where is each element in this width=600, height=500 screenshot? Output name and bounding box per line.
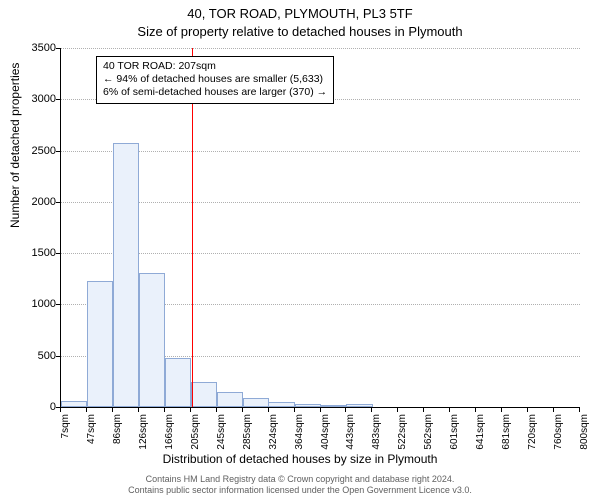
histogram-bar <box>87 281 113 407</box>
xtick-label: 324sqm <box>268 414 279 474</box>
xtick-mark <box>60 408 61 412</box>
ytick-label: 2500 <box>6 145 56 157</box>
ytick-label: 2000 <box>6 196 56 208</box>
histogram-bar <box>295 404 321 407</box>
xtick-mark <box>345 408 346 412</box>
histogram-bar <box>139 273 165 407</box>
xtick-label: 681sqm <box>501 414 512 474</box>
xtick-label: 285sqm <box>242 414 253 474</box>
xtick-mark <box>138 408 139 412</box>
ytick-mark <box>56 151 60 152</box>
ytick-label: 500 <box>6 350 56 362</box>
ytick-mark <box>56 202 60 203</box>
xtick-label: 86sqm <box>112 414 123 474</box>
xtick-mark <box>190 408 191 412</box>
ytick-label: 1500 <box>6 247 56 259</box>
xtick-label: 166sqm <box>164 414 175 474</box>
xtick-label: 562sqm <box>423 414 434 474</box>
ytick-mark <box>56 48 60 49</box>
info-box-line2: ← 94% of detached houses are smaller (5,… <box>103 73 327 86</box>
ytick-mark <box>56 304 60 305</box>
xtick-label: 522sqm <box>397 414 408 474</box>
ytick-label: 3500 <box>6 42 56 54</box>
xtick-label: 483sqm <box>371 414 382 474</box>
histogram-bar <box>113 143 139 407</box>
footer-line1: Contains HM Land Registry data © Crown c… <box>0 474 600 485</box>
histogram-bar <box>346 404 372 407</box>
histogram-bar <box>61 401 87 407</box>
xtick-label: 245sqm <box>216 414 227 474</box>
xtick-label: 800sqm <box>579 414 590 474</box>
xtick-mark <box>371 408 372 412</box>
page-title-line1: 40, TOR ROAD, PLYMOUTH, PL3 5TF <box>0 6 600 21</box>
xtick-mark <box>579 408 580 412</box>
xtick-label: 404sqm <box>320 414 331 474</box>
gridline <box>61 48 580 49</box>
xtick-label: 760sqm <box>553 414 564 474</box>
xtick-mark <box>216 408 217 412</box>
xtick-label: 7sqm <box>60 414 71 474</box>
info-box: 40 TOR ROAD: 207sqm← 94% of detached hou… <box>96 56 334 104</box>
xtick-mark <box>86 408 87 412</box>
footer-attribution: Contains HM Land Registry data © Crown c… <box>0 474 600 497</box>
footer-line2: Contains public sector information licen… <box>0 485 600 496</box>
ytick-mark <box>56 253 60 254</box>
info-box-line3: 6% of semi-detached houses are larger (3… <box>103 86 327 99</box>
histogram-bar <box>268 402 294 407</box>
xtick-mark <box>164 408 165 412</box>
xtick-mark <box>268 408 269 412</box>
ytick-mark <box>56 99 60 100</box>
xtick-label: 47sqm <box>86 414 97 474</box>
xtick-label: 126sqm <box>138 414 149 474</box>
histogram-bar <box>165 358 191 407</box>
histogram-bar <box>191 382 217 407</box>
xtick-mark <box>112 408 113 412</box>
xtick-label: 364sqm <box>294 414 305 474</box>
xtick-mark <box>423 408 424 412</box>
info-box-line1: 40 TOR ROAD: 207sqm <box>103 60 327 73</box>
xtick-label: 443sqm <box>345 414 356 474</box>
xtick-mark <box>501 408 502 412</box>
ytick-label: 1000 <box>6 298 56 310</box>
page-title-line2: Size of property relative to detached ho… <box>0 24 600 39</box>
xtick-mark <box>320 408 321 412</box>
ytick-label: 3000 <box>6 93 56 105</box>
xtick-label: 720sqm <box>527 414 538 474</box>
xtick-mark <box>475 408 476 412</box>
xtick-mark <box>449 408 450 412</box>
xtick-label: 641sqm <box>475 414 486 474</box>
histogram-bar <box>321 405 347 407</box>
ytick-label: 0 <box>6 401 56 413</box>
ytick-mark <box>56 356 60 357</box>
xtick-label: 205sqm <box>190 414 201 474</box>
xtick-mark <box>553 408 554 412</box>
histogram-bar <box>217 392 243 407</box>
xtick-mark <box>294 408 295 412</box>
xtick-mark <box>527 408 528 412</box>
xtick-label: 601sqm <box>449 414 460 474</box>
histogram-bar <box>243 398 269 407</box>
xtick-mark <box>397 408 398 412</box>
xtick-mark <box>242 408 243 412</box>
